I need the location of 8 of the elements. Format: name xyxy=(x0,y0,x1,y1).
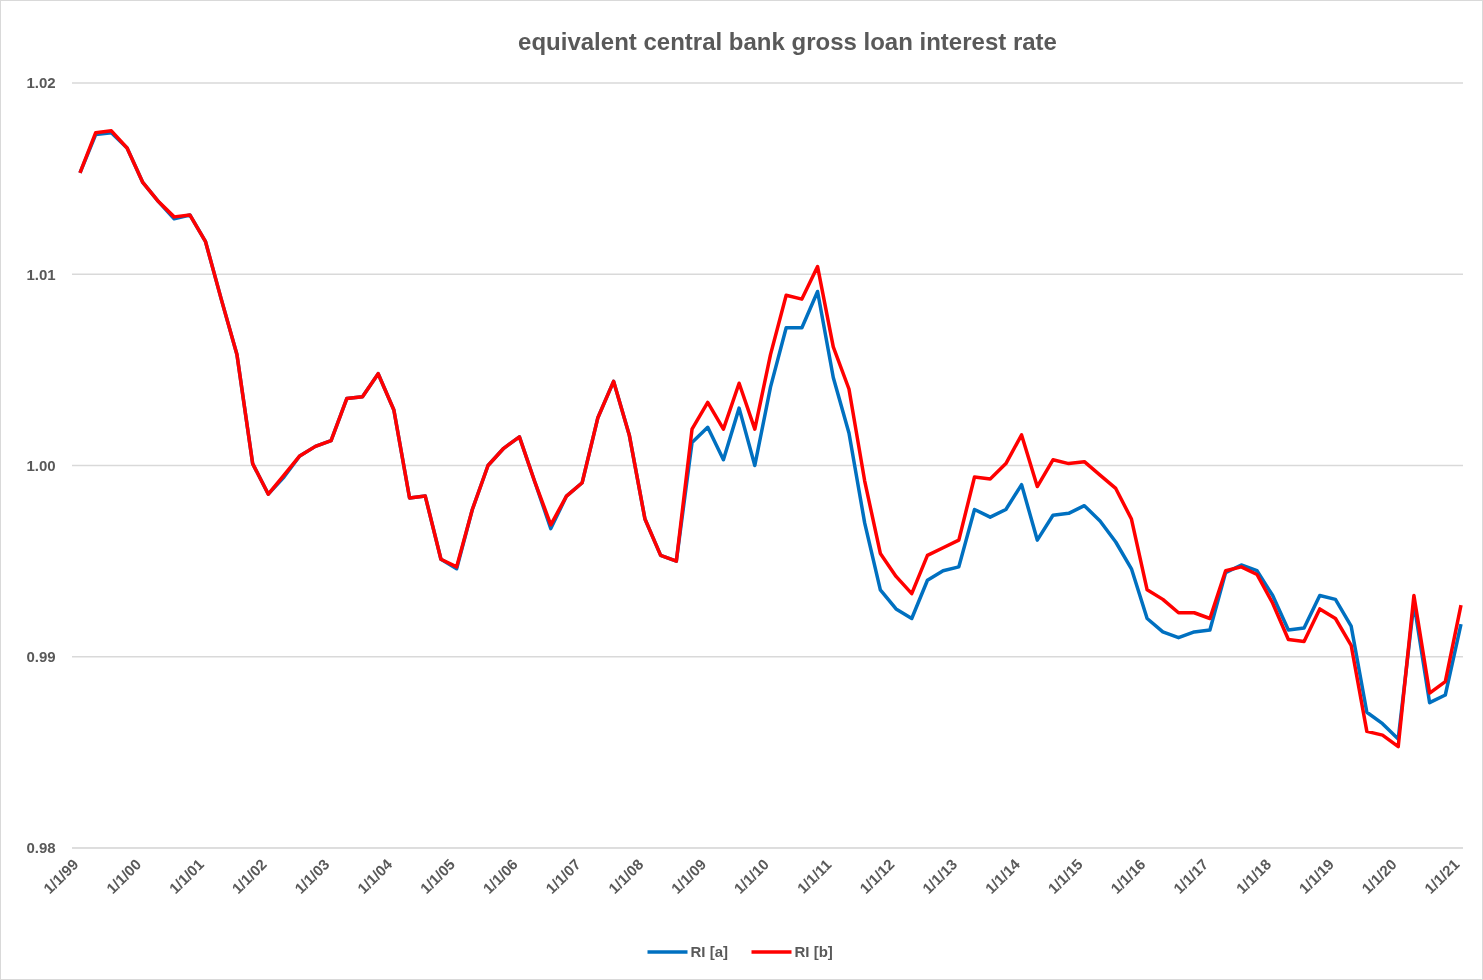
y-tick-label: 1.02 xyxy=(26,74,56,92)
chart-title: equivalent central bank gross loan interest rate xyxy=(518,28,1057,55)
y-tick-label: 1.00 xyxy=(26,456,56,474)
legend-label: RI [b] xyxy=(794,943,833,960)
y-tick-label: 0.99 xyxy=(26,648,56,666)
y-tick-label: 0.98 xyxy=(26,839,56,857)
y-tick-label: 1.01 xyxy=(26,265,56,283)
legend-label: RI [a] xyxy=(690,943,728,960)
